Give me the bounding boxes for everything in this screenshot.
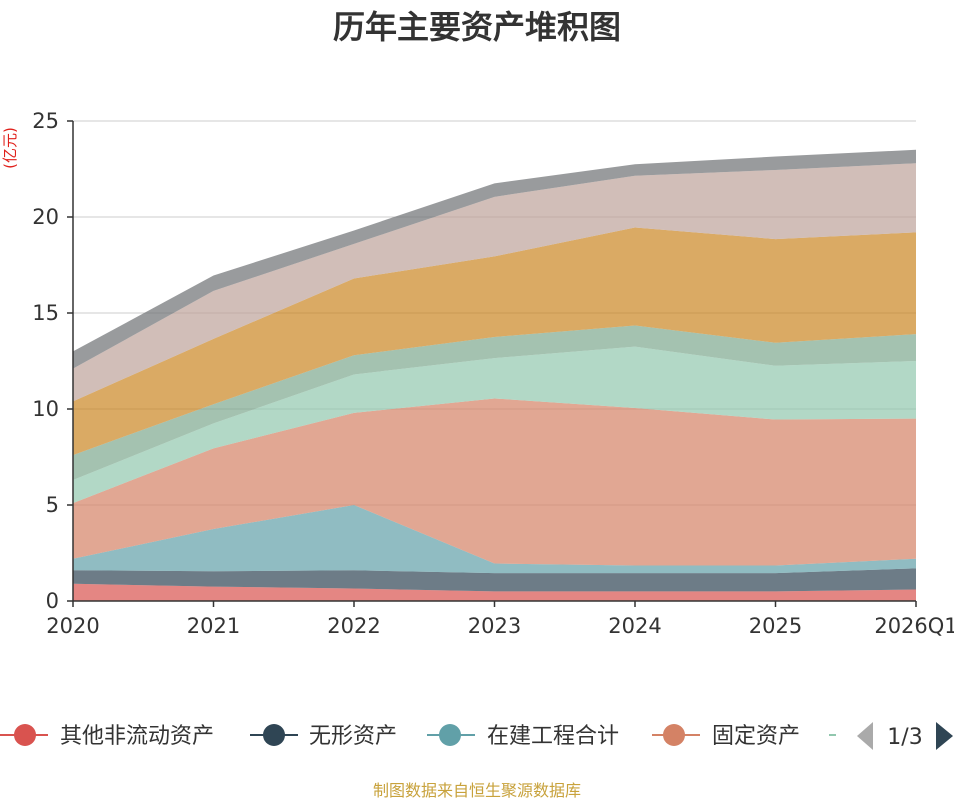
- x-tick-label: 2021: [187, 614, 240, 638]
- area-4: [73, 398, 916, 566]
- source-note: 制图数据来自恒生聚源数据库: [373, 781, 581, 800]
- area-9: [73, 149, 916, 369]
- x-tick-label: 2023: [468, 614, 521, 638]
- legend-item-4[interactable]: 固定资产: [652, 724, 800, 749]
- area-6: [73, 325, 916, 481]
- area-3: [73, 505, 916, 574]
- area-1: [73, 583, 916, 601]
- area-series: [73, 149, 916, 601]
- x-tick-label: 2026Q1: [874, 614, 954, 638]
- legend-item-3[interactable]: 在建工程合计: [427, 724, 619, 749]
- y-tick-label: 25: [32, 109, 59, 133]
- legend-marker: [14, 724, 36, 746]
- legend-label: 在建工程合计: [487, 724, 619, 749]
- y-tick-label: 10: [32, 397, 59, 421]
- legend-item-2[interactable]: 无形资产: [250, 724, 397, 749]
- legend-marker: [263, 724, 285, 746]
- legend-label: 固定资产: [712, 724, 800, 749]
- legend-label: 其他非流动资产: [60, 724, 214, 749]
- y-tick-label: 5: [46, 493, 59, 517]
- legend-next-icon[interactable]: [936, 722, 953, 750]
- area-8: [73, 163, 916, 402]
- area-7: [73, 227, 916, 456]
- x-tick-label: 2022: [327, 614, 380, 638]
- legend-pager: 1/3: [857, 722, 953, 750]
- legend: 其他非流动资产 无形资产 在建工程合计 固定资产: [0, 724, 836, 749]
- legend-page-indicator: 1/3: [887, 725, 922, 750]
- area-2: [73, 568, 916, 592]
- legend-prev-icon[interactable]: [857, 722, 873, 750]
- legend-marker: [439, 724, 461, 746]
- x-tick-label: 2020: [46, 614, 99, 638]
- y-axis-unit: (亿元): [1, 127, 19, 169]
- legend-marker: [663, 724, 685, 746]
- legend-label: 无形资产: [309, 724, 397, 749]
- y-tick-label: 20: [32, 205, 59, 229]
- y-tick-label: 0: [46, 589, 59, 613]
- chart-title: 历年主要资产堆积图: [333, 8, 621, 46]
- area-5: [73, 346, 916, 504]
- y-tick-label: 15: [32, 301, 59, 325]
- legend-item-1[interactable]: 其他非流动资产: [0, 724, 214, 749]
- x-tick-label: 2025: [749, 614, 802, 638]
- x-tick-label: 2024: [608, 614, 661, 638]
